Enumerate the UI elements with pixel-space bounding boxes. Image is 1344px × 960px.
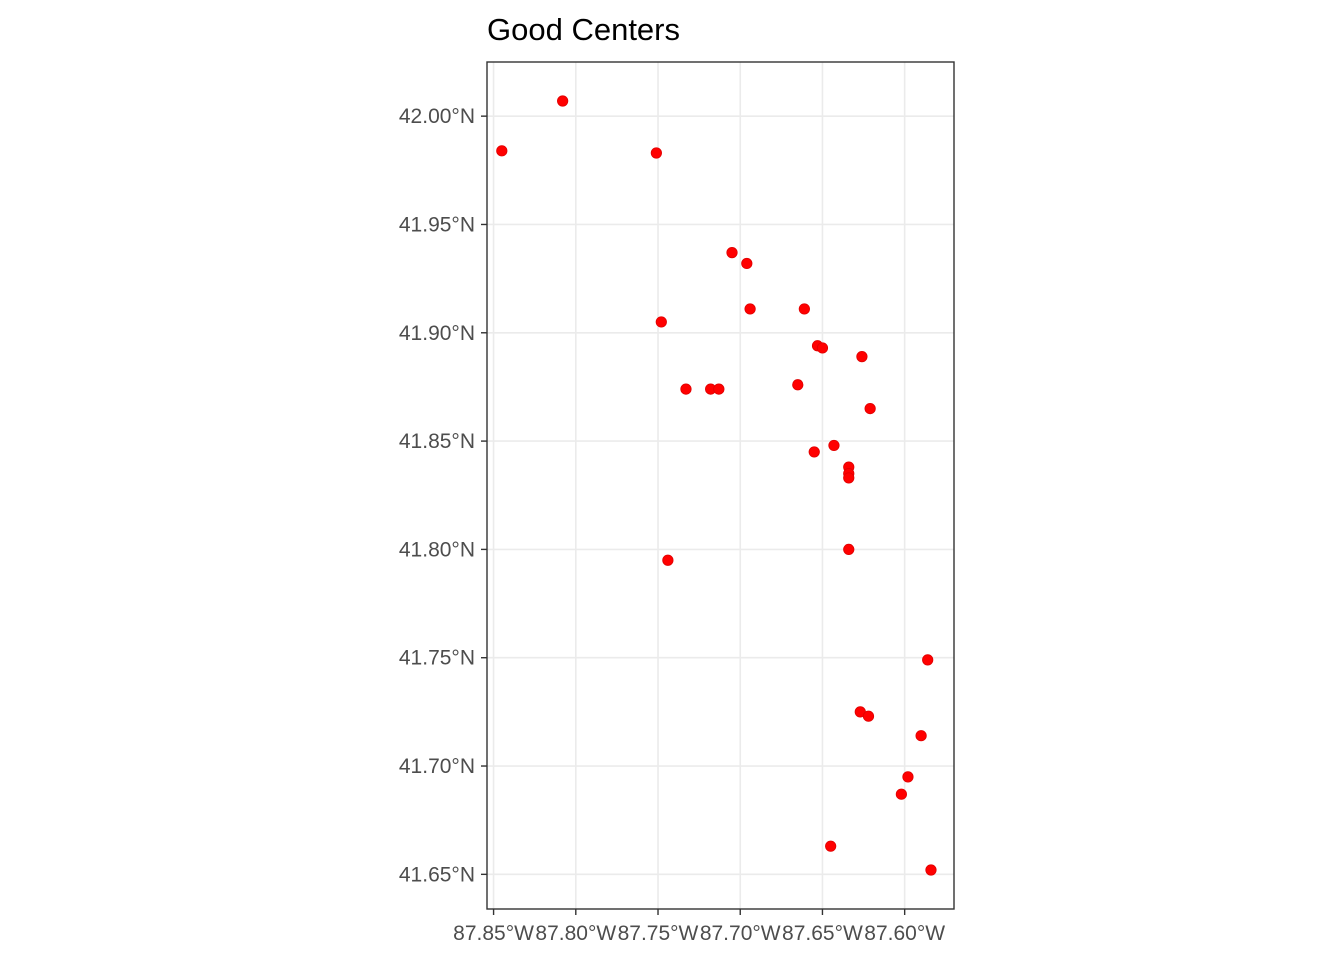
data-point-25 bbox=[864, 402, 876, 415]
data-point-4 bbox=[662, 554, 674, 566]
data-points bbox=[496, 95, 937, 876]
y-tick-label-7: 41.65°N bbox=[399, 863, 475, 886]
data-point-3 bbox=[655, 316, 667, 328]
data-point-5 bbox=[680, 383, 692, 395]
x-tick-label-4: 87.65°W bbox=[782, 922, 863, 945]
data-point-21 bbox=[843, 543, 855, 556]
data-point-7 bbox=[713, 383, 725, 395]
y-axis: 42.00°N 41.95°N 41.90°N 41.85°N 41.80°N 41.75… bbox=[399, 105, 487, 886]
data-point-17 bbox=[828, 439, 840, 452]
data-point-30 bbox=[925, 864, 937, 876]
data-point-11 bbox=[792, 379, 804, 391]
plot-panel bbox=[486, 61, 955, 910]
data-point-13 bbox=[808, 446, 820, 458]
data-point-9 bbox=[741, 257, 753, 270]
data-point-12 bbox=[798, 303, 810, 315]
chart-title: Good Centers bbox=[487, 12, 680, 47]
data-point-27 bbox=[902, 771, 914, 783]
x-tick-label-2: 87.75°W bbox=[618, 922, 699, 945]
y-tick-label-1: 41.95°N bbox=[399, 213, 475, 236]
data-point-29 bbox=[922, 654, 934, 666]
data-point-28 bbox=[915, 730, 927, 742]
x-tick-label-1: 87.80°W bbox=[535, 922, 616, 945]
x-tick-label-3: 87.70°W bbox=[700, 922, 781, 945]
y-tick-label-6: 41.70°N bbox=[399, 755, 475, 778]
data-point-26 bbox=[895, 788, 907, 800]
data-point-16 bbox=[825, 840, 837, 852]
y-tick-label-5: 41.75°N bbox=[399, 647, 475, 670]
data-point-8 bbox=[726, 247, 738, 259]
x-tick-label-5: 87.60°W bbox=[864, 922, 945, 945]
grid-lines bbox=[487, 62, 954, 909]
data-point-20 bbox=[843, 472, 855, 484]
y-tick-label-2: 41.90°N bbox=[399, 322, 475, 345]
data-point-23 bbox=[856, 351, 868, 363]
x-tick-label-0: 87.85°W bbox=[453, 922, 534, 945]
x-axis: 87.85°W 87.80°W 87.75°W 87.70°W 87.65°W 87.60… bbox=[453, 909, 945, 945]
data-point-1 bbox=[557, 95, 569, 107]
data-point-0 bbox=[496, 145, 508, 157]
data-point-10 bbox=[744, 303, 756, 315]
y-tick-label-0: 42.00°N bbox=[399, 105, 475, 128]
data-point-24 bbox=[862, 710, 875, 722]
y-tick-label-4: 41.80°N bbox=[399, 538, 475, 561]
data-point-2 bbox=[650, 147, 662, 159]
data-point-15 bbox=[816, 342, 829, 354]
y-tick-label-3: 41.85°N bbox=[399, 430, 475, 453]
